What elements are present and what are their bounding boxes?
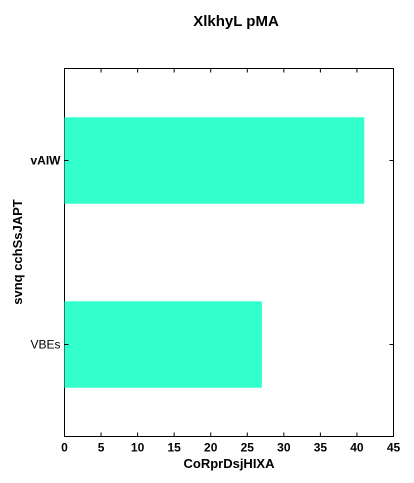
x-tick-label: 45 [387, 441, 401, 455]
chart-title: XlkhyL pMA [193, 13, 279, 30]
x-tick-label: 40 [350, 441, 364, 455]
bar-VBEs [65, 301, 262, 387]
x-tick-label: 35 [314, 441, 328, 455]
x-tick-label: 25 [241, 441, 255, 455]
y-axis-label: svnq cchSsJAPT [10, 199, 25, 305]
x-tick-label: 0 [61, 441, 68, 455]
x-tick-label: 20 [204, 441, 218, 455]
x-tick-label: 5 [98, 441, 105, 455]
x-tick-label: 15 [167, 441, 181, 455]
x-tick-label: 10 [131, 441, 145, 455]
bars-group [65, 117, 365, 387]
x-tick-label: 30 [277, 441, 291, 455]
x-axis-label: CoRprDsjHIXA [183, 456, 275, 471]
bar-vAIW [65, 117, 365, 203]
y-tick-label: VBEs [30, 338, 60, 352]
y-tick-label: vAIW [31, 154, 62, 168]
